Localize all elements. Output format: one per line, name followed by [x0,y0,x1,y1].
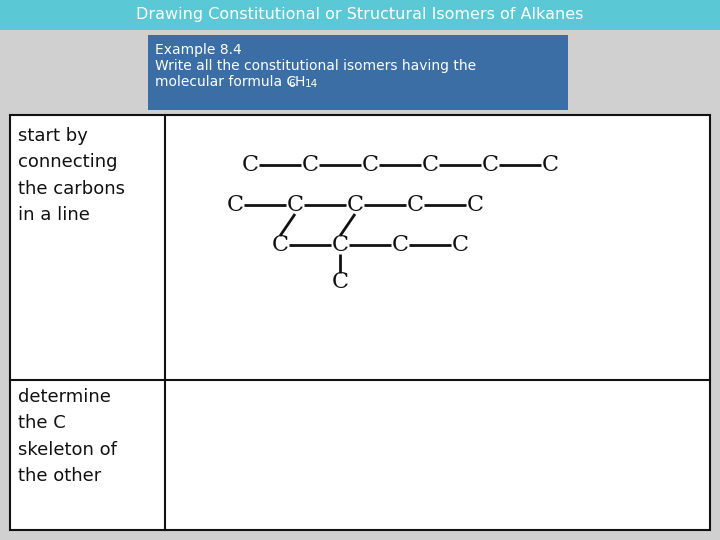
Text: C: C [302,154,318,176]
Text: C: C [541,154,559,176]
Text: 14: 14 [305,79,318,89]
Text: C: C [392,234,408,256]
Text: C: C [451,234,469,256]
Text: C: C [331,234,348,256]
Text: C: C [271,234,289,256]
Text: C: C [482,154,498,176]
FancyBboxPatch shape [0,0,720,30]
Text: start by
connecting
the carbons
in a line: start by connecting the carbons in a lin… [18,127,125,224]
Text: determine
the C
skeleton of
the other: determine the C skeleton of the other [18,388,117,485]
Text: C: C [421,154,438,176]
Text: C: C [331,271,348,293]
Text: C: C [467,194,484,216]
Text: C: C [287,194,304,216]
Text: Example 8.4: Example 8.4 [155,43,242,57]
Text: 6: 6 [288,79,294,89]
Text: C: C [361,154,379,176]
FancyBboxPatch shape [148,35,568,110]
Text: C: C [346,194,364,216]
Text: Write all the constitutional isomers having the: Write all the constitutional isomers hav… [155,59,476,73]
Text: C: C [407,194,423,216]
Text: C: C [241,154,258,176]
Text: molecular formula C: molecular formula C [155,75,296,89]
Text: C: C [227,194,243,216]
FancyBboxPatch shape [10,115,710,530]
Text: H: H [295,75,305,89]
Text: Drawing Constitutional or Structural Isomers of Alkanes: Drawing Constitutional or Structural Iso… [136,8,584,23]
